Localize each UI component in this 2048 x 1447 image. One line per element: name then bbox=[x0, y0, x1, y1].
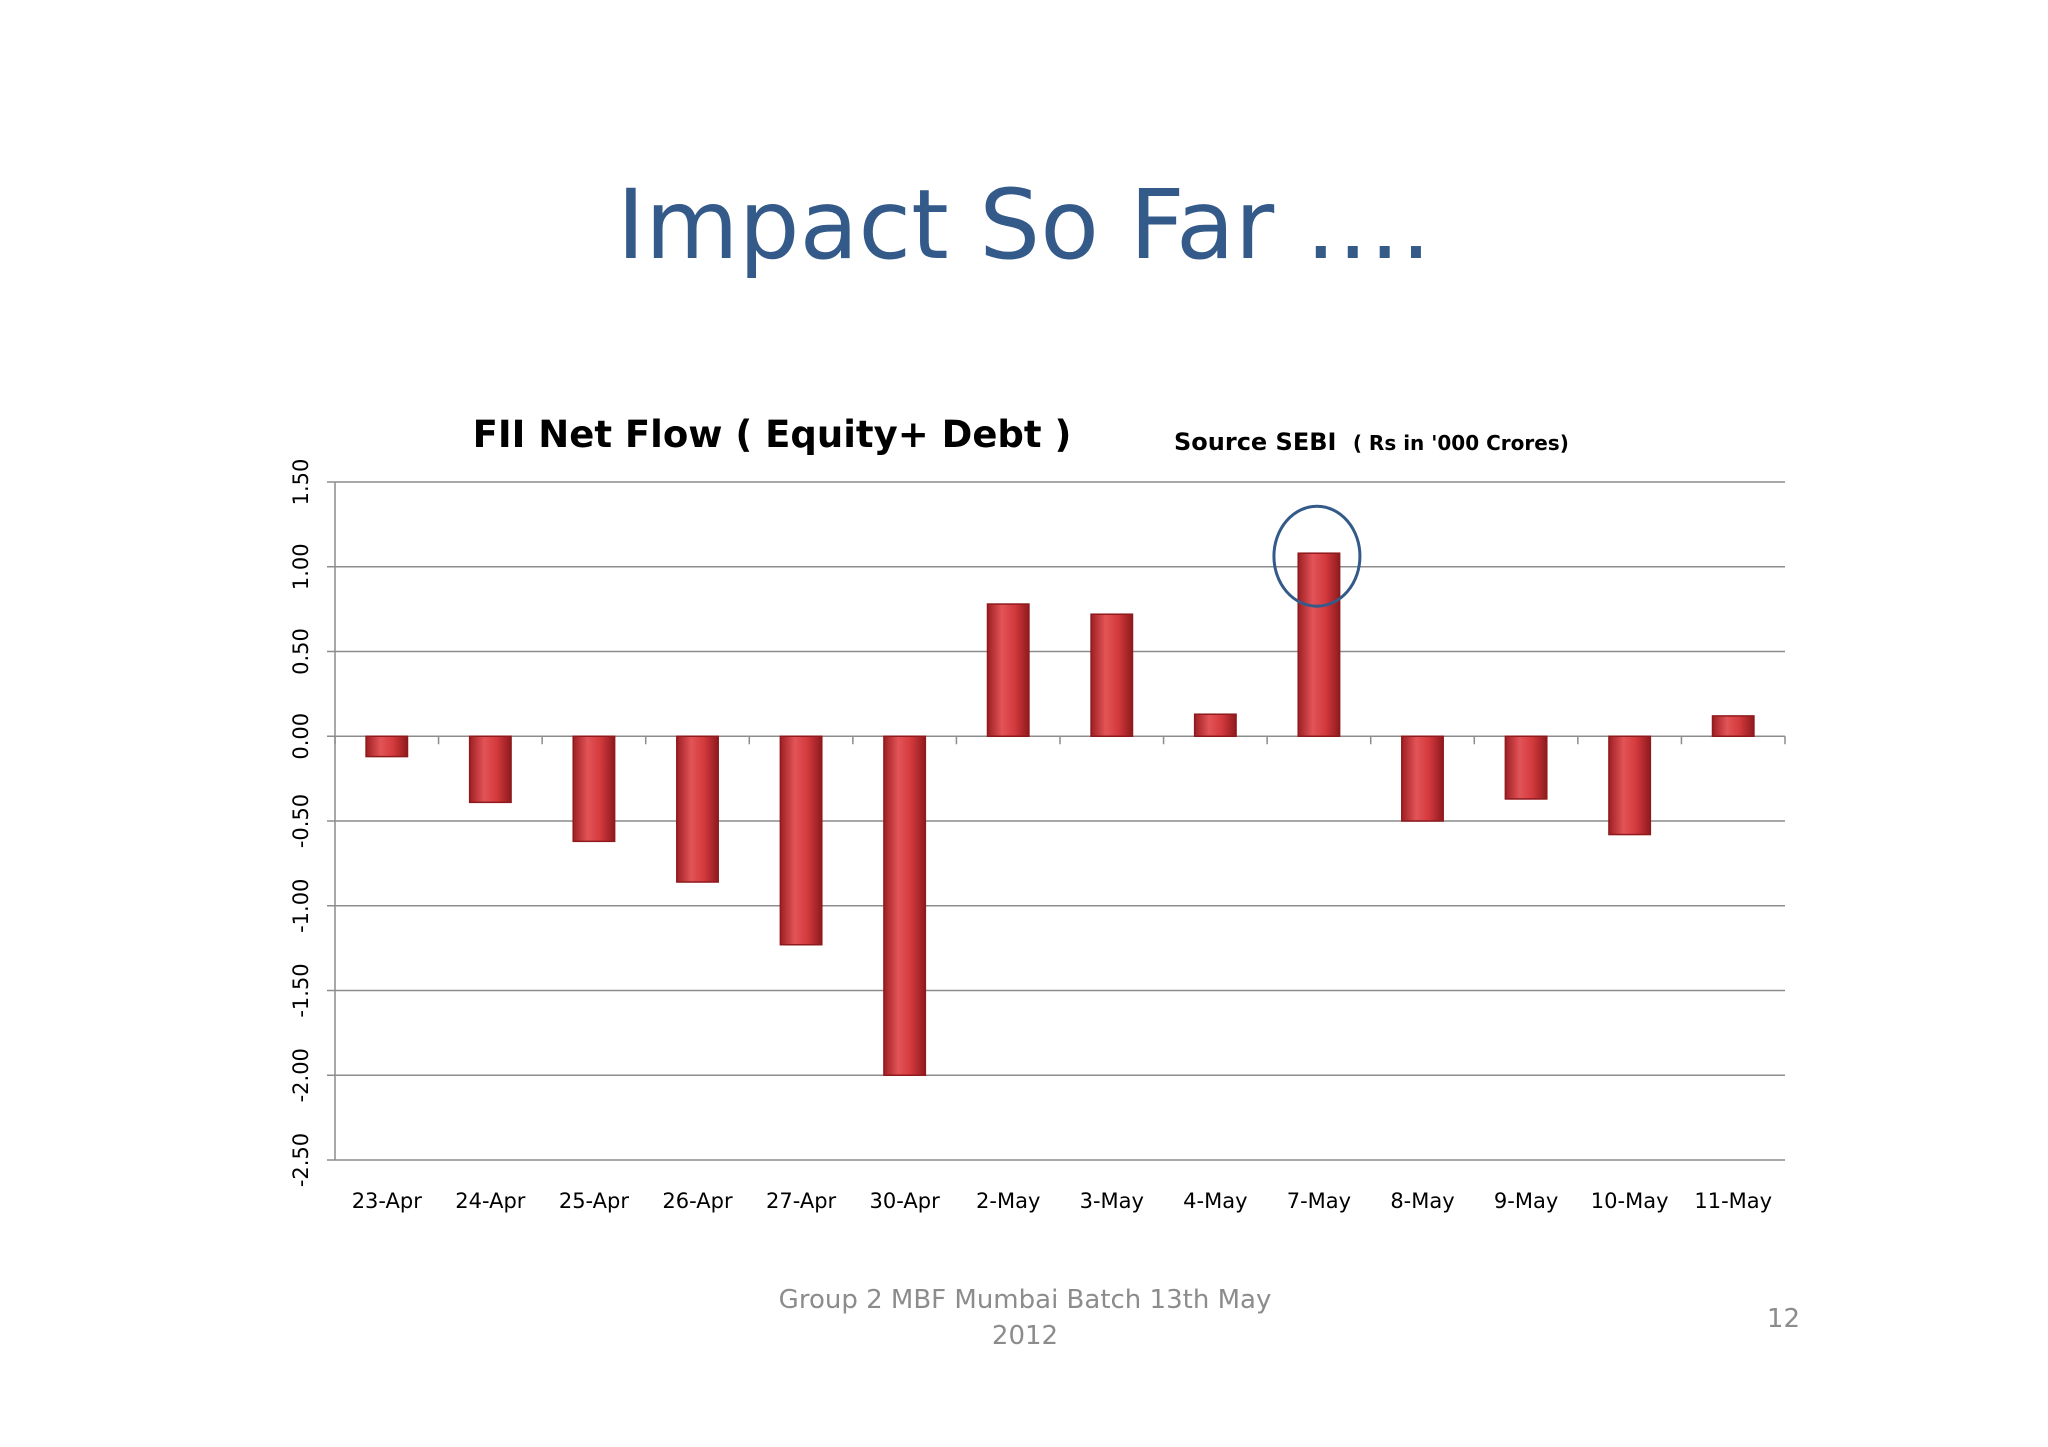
slide-title: Impact So Far …. bbox=[616, 169, 1432, 281]
x-tick-label: 24-Apr bbox=[455, 1189, 526, 1213]
units-note: ( Rs in '000 Crores) bbox=[1353, 431, 1569, 455]
x-tick-label: 4-May bbox=[1183, 1189, 1247, 1213]
bar bbox=[1090, 613, 1134, 738]
y-tick-label: 0.50 bbox=[289, 628, 313, 675]
bar bbox=[1608, 735, 1652, 836]
y-tick-labels: 1.50 1.00 0.50 0.00 -0.50 -1.00 -1.50 -2.00 -2.5… bbox=[289, 459, 313, 1188]
bars bbox=[365, 552, 1755, 1076]
x-tick-label: 27-Apr bbox=[766, 1189, 837, 1213]
y-tick-label: -1.50 bbox=[289, 963, 313, 1017]
bar bbox=[1711, 715, 1755, 737]
footer-line-2: 2012 bbox=[991, 1321, 1059, 1351]
source-label: Source SEBI bbox=[1174, 428, 1336, 456]
bar bbox=[676, 735, 719, 883]
x-tick-label: 11-May bbox=[1694, 1189, 1772, 1213]
y-tick-label: 0.00 bbox=[289, 713, 313, 760]
bar bbox=[1401, 735, 1444, 822]
y-tick-label: -2.00 bbox=[289, 1048, 313, 1102]
bar bbox=[779, 735, 823, 946]
x-tick-label: 26-Apr bbox=[662, 1189, 733, 1213]
bar bbox=[468, 735, 512, 804]
x-tick-label: 25-Apr bbox=[559, 1189, 630, 1213]
y-tick-label: -1.00 bbox=[289, 879, 313, 933]
highlight-circle bbox=[1272, 504, 1362, 608]
y-tick-label: -2.50 bbox=[289, 1133, 313, 1187]
chart-source-note: Source SEBI ( Rs in '000 Crores) bbox=[1174, 428, 1569, 456]
x-tick-label: 23-Apr bbox=[352, 1189, 423, 1213]
y-tick-label: 1.50 bbox=[289, 459, 313, 506]
x-tick-label: 9-May bbox=[1494, 1189, 1558, 1213]
bar bbox=[1504, 735, 1548, 800]
page-number: 12 bbox=[1766, 1304, 1800, 1334]
bar bbox=[986, 603, 1030, 737]
bar bbox=[572, 735, 616, 843]
x-tick-label: 3-May bbox=[1080, 1189, 1144, 1213]
highlight-annotation bbox=[1272, 504, 1362, 608]
x-tick-label: 8-May bbox=[1390, 1189, 1454, 1213]
grid-lines bbox=[327, 481, 1786, 1161]
footer: Group 2 MBF Mumbai Batch 13th May 2012 bbox=[720, 1282, 1330, 1354]
bar bbox=[365, 735, 409, 758]
chart-title: FII Net Flow ( Equity+ Debt ) bbox=[473, 413, 1072, 456]
bar bbox=[1193, 713, 1237, 738]
x-tick-label: 30-Apr bbox=[870, 1189, 941, 1213]
x-tick-label: 2-May bbox=[976, 1189, 1040, 1213]
bar bbox=[1297, 552, 1341, 737]
x-tick-label: 7-May bbox=[1287, 1189, 1351, 1213]
bar bbox=[883, 735, 927, 1076]
x-tick-labels: 23-Apr 24-Apr 25-Apr 26-Apr 27-Apr 30-Apr 2-Ma… bbox=[352, 1189, 1772, 1213]
y-tick-label: 1.00 bbox=[289, 543, 313, 590]
y-tick-label: -0.50 bbox=[289, 794, 313, 848]
footer-line-1: Group 2 MBF Mumbai Batch 13th May bbox=[778, 1285, 1272, 1315]
x-tick-label: 10-May bbox=[1591, 1189, 1669, 1213]
